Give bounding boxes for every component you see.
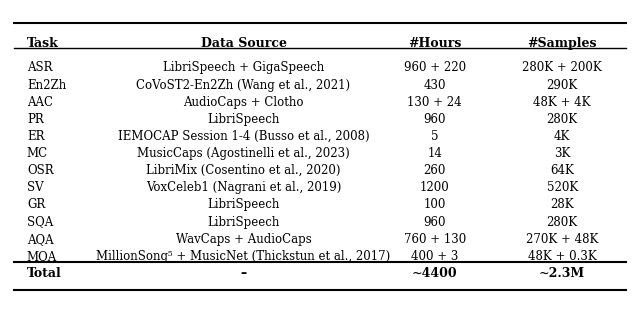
Text: VoxCeleb1 (Nagrani et al., 2019): VoxCeleb1 (Nagrani et al., 2019) bbox=[146, 181, 341, 194]
Text: IEMOCAP Session 1-4 (Busso et al., 2008): IEMOCAP Session 1-4 (Busso et al., 2008) bbox=[118, 130, 369, 143]
Text: 290K: 290K bbox=[547, 78, 578, 92]
Text: SV: SV bbox=[27, 181, 44, 194]
Text: 280K + 200K: 280K + 200K bbox=[522, 62, 602, 74]
Text: LibriSpeech: LibriSpeech bbox=[207, 198, 280, 211]
Text: 28K: 28K bbox=[550, 198, 574, 211]
Text: 48K + 4K: 48K + 4K bbox=[533, 96, 591, 109]
Text: AudioCaps + Clotho: AudioCaps + Clotho bbox=[183, 96, 304, 109]
Text: WavCaps + AudioCaps: WavCaps + AudioCaps bbox=[175, 233, 312, 246]
Text: ASR: ASR bbox=[27, 62, 52, 74]
Text: 5: 5 bbox=[431, 130, 438, 143]
Text: 260: 260 bbox=[424, 164, 446, 177]
Text: En2Zh: En2Zh bbox=[27, 78, 66, 92]
Text: GR: GR bbox=[27, 198, 45, 211]
Text: –: – bbox=[241, 267, 246, 280]
Text: 1200: 1200 bbox=[420, 181, 449, 194]
Text: 280K: 280K bbox=[547, 113, 578, 126]
Text: MC: MC bbox=[27, 147, 48, 160]
Text: #Samples: #Samples bbox=[527, 37, 597, 50]
Text: LibriSpeech: LibriSpeech bbox=[207, 215, 280, 229]
Text: 64K: 64K bbox=[550, 164, 574, 177]
Text: 520K: 520K bbox=[547, 181, 578, 194]
Text: Data Source: Data Source bbox=[200, 37, 287, 50]
Text: 960: 960 bbox=[424, 113, 446, 126]
Text: 280K: 280K bbox=[547, 215, 578, 229]
Text: Task: Task bbox=[27, 37, 59, 50]
Text: SQA: SQA bbox=[27, 215, 53, 229]
Text: 130 + 24: 130 + 24 bbox=[408, 96, 462, 109]
Text: LibriSpeech: LibriSpeech bbox=[207, 113, 280, 126]
Text: OSR: OSR bbox=[27, 164, 54, 177]
Text: 270K + 48K: 270K + 48K bbox=[526, 233, 598, 246]
Text: 400 + 3: 400 + 3 bbox=[411, 250, 458, 263]
Text: Total: Total bbox=[27, 267, 61, 280]
Text: MQA: MQA bbox=[27, 250, 57, 263]
Text: 960 + 220: 960 + 220 bbox=[404, 62, 466, 74]
Text: CoVoST2-En2Zh (Wang et al., 2021): CoVoST2-En2Zh (Wang et al., 2021) bbox=[136, 78, 351, 92]
Text: 960: 960 bbox=[424, 215, 446, 229]
Text: LibriMix (Cosentino et al., 2020): LibriMix (Cosentino et al., 2020) bbox=[147, 164, 340, 177]
Text: 760 + 130: 760 + 130 bbox=[404, 233, 466, 246]
Text: ~2.3M: ~2.3M bbox=[539, 267, 585, 280]
Text: 48K + 0.3K: 48K + 0.3K bbox=[528, 250, 596, 263]
Text: 4K: 4K bbox=[554, 130, 570, 143]
Text: LibriSpeech + GigaSpeech: LibriSpeech + GigaSpeech bbox=[163, 62, 324, 74]
Text: 14: 14 bbox=[428, 147, 442, 160]
Text: ~4400: ~4400 bbox=[412, 267, 458, 280]
Text: AAC: AAC bbox=[27, 96, 53, 109]
Text: ER: ER bbox=[27, 130, 44, 143]
Text: #Hours: #Hours bbox=[408, 37, 461, 50]
Text: PR: PR bbox=[27, 113, 44, 126]
Text: 100: 100 bbox=[424, 198, 446, 211]
Text: AQA: AQA bbox=[27, 233, 54, 246]
Text: 430: 430 bbox=[424, 78, 446, 92]
Text: 3K: 3K bbox=[554, 147, 570, 160]
Text: MusicCaps (Agostinelli et al., 2023): MusicCaps (Agostinelli et al., 2023) bbox=[137, 147, 350, 160]
Text: MillionSong⁵ + MusicNet (Thickstun et al., 2017): MillionSong⁵ + MusicNet (Thickstun et al… bbox=[97, 250, 390, 263]
